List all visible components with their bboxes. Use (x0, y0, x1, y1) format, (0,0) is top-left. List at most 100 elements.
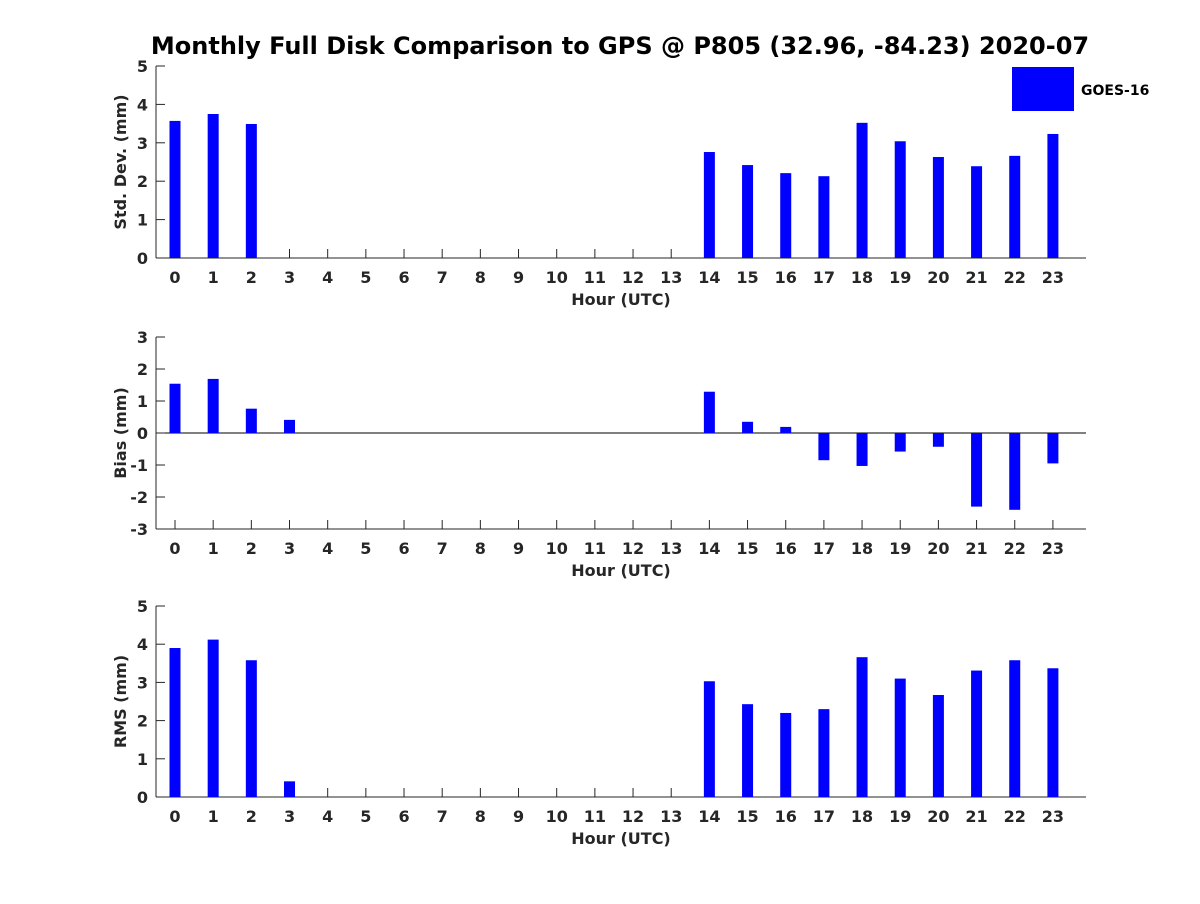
y-tick-label-std: 3 (137, 134, 148, 153)
x-tick-label-bias: 5 (360, 539, 371, 558)
x-tick-label-rms: 4 (322, 807, 333, 826)
bar-bias-hour-3 (284, 419, 296, 433)
bar-bias-hour-18 (856, 433, 868, 466)
x-tick-label-std: 19 (889, 268, 911, 287)
bar-bias-hour-21 (971, 433, 983, 507)
bar-bias-hour-1 (207, 378, 219, 433)
legend-label-goes-16: GOES-16 (1081, 83, 1149, 99)
x-tick-label-std: 20 (927, 268, 949, 287)
x-tick-label-std: 11 (584, 268, 606, 287)
x-tick-label-std: 15 (736, 268, 758, 287)
x-tick-label-bias: 1 (208, 539, 219, 558)
x-tick-label-rms: 2 (246, 807, 257, 826)
x-tick-label-std: 4 (322, 268, 333, 287)
x-tick-label-std: 1 (208, 268, 219, 287)
x-tick-label-std: 10 (546, 268, 568, 287)
legend: GOES-16 (1012, 67, 1149, 111)
x-tick-label-rms: 9 (513, 807, 524, 826)
y-tick-label-bias: 3 (137, 328, 148, 347)
x-tick-label-std: 3 (284, 268, 295, 287)
y-tick-label-std: 2 (137, 172, 148, 191)
bar-std-hour-21 (971, 166, 983, 258)
x-tick-label-std: 23 (1042, 268, 1064, 287)
bar-rms-hour-14 (703, 681, 715, 797)
y-tick-label-rms: 2 (137, 712, 148, 731)
bar-rms-hour-2 (245, 660, 257, 797)
chart-title: Monthly Full Disk Comparison to GPS @ P8… (151, 32, 1089, 60)
bar-bias-hour-15 (742, 421, 754, 433)
x-tick-label-bias: 7 (437, 539, 448, 558)
y-tick-label-std: 0 (137, 249, 148, 268)
x-tick-label-std: 6 (398, 268, 409, 287)
x-tick-label-bias: 9 (513, 539, 524, 558)
bar-std-hour-22 (1009, 155, 1021, 258)
y-tick-label-rms: 0 (137, 788, 148, 807)
y-tick-label-std: 1 (137, 211, 148, 230)
x-tick-label-rms: 0 (169, 807, 180, 826)
bar-std-hour-17 (818, 176, 830, 258)
bar-rms-hour-19 (894, 678, 906, 797)
x-tick-label-bias: 20 (927, 539, 949, 558)
x-tick-label-bias: 19 (889, 539, 911, 558)
bar-rms-hour-20 (932, 695, 944, 797)
x-tick-label-bias: 13 (660, 539, 682, 558)
x-tick-label-std: 8 (475, 268, 486, 287)
bar-rms-hour-15 (742, 704, 754, 797)
y-tick-label-bias: 2 (137, 360, 148, 379)
bar-rms-hour-18 (856, 657, 868, 797)
bar-bias-hour-2 (245, 408, 257, 433)
x-tick-label-rms: 18 (851, 807, 873, 826)
y-tick-label-rms: 5 (137, 597, 148, 616)
bar-bias-hour-19 (894, 433, 906, 452)
x-axis-label-bias: Hour (UTC) (571, 561, 671, 580)
x-tick-label-rms: 5 (360, 807, 371, 826)
bar-rms-hour-22 (1009, 660, 1021, 797)
x-tick-label-bias: 8 (475, 539, 486, 558)
y-axis-label-rms: RMS (mm) (111, 655, 130, 748)
y-tick-label-std: 5 (137, 57, 148, 76)
x-tick-label-std: 18 (851, 268, 873, 287)
x-tick-label-bias: 15 (736, 539, 758, 558)
bar-bias-hour-23 (1047, 433, 1059, 464)
bar-std-hour-19 (894, 141, 906, 258)
x-tick-label-bias: 10 (546, 539, 568, 558)
x-tick-label-rms: 8 (475, 807, 486, 826)
x-tick-label-rms: 14 (698, 807, 720, 826)
x-tick-label-bias: 12 (622, 539, 644, 558)
x-tick-label-rms: 11 (584, 807, 606, 826)
x-tick-label-rms: 1 (208, 807, 219, 826)
x-tick-label-rms: 20 (927, 807, 949, 826)
x-tick-label-rms: 21 (965, 807, 987, 826)
bar-rms-hour-1 (207, 639, 219, 797)
x-tick-label-std: 2 (246, 268, 257, 287)
x-tick-label-bias: 0 (169, 539, 180, 558)
x-tick-label-rms: 16 (775, 807, 797, 826)
bar-bias-hour-22 (1009, 433, 1021, 510)
x-tick-label-std: 5 (360, 268, 371, 287)
x-tick-label-rms: 6 (398, 807, 409, 826)
y-tick-label-bias: 1 (137, 392, 148, 411)
y-tick-label-bias: -2 (130, 488, 148, 507)
x-tick-label-std: 17 (813, 268, 835, 287)
y-tick-label-rms: 1 (137, 750, 148, 769)
y-tick-label-bias: 0 (137, 424, 148, 443)
x-tick-label-bias: 17 (813, 539, 835, 558)
x-tick-label-std: 14 (698, 268, 720, 287)
bar-std-hour-0 (169, 120, 181, 258)
bar-rms-hour-16 (780, 712, 792, 797)
bar-std-hour-15 (742, 165, 754, 258)
bar-bias-hour-16 (780, 426, 792, 433)
x-tick-label-rms: 12 (622, 807, 644, 826)
x-tick-label-bias: 23 (1042, 539, 1064, 558)
x-tick-label-rms: 3 (284, 807, 295, 826)
x-tick-label-std: 16 (775, 268, 797, 287)
y-tick-label-bias: -3 (130, 520, 148, 539)
bar-std-hour-1 (207, 114, 219, 258)
x-tick-label-bias: 16 (775, 539, 797, 558)
x-tick-label-rms: 17 (813, 807, 835, 826)
x-tick-label-bias: 18 (851, 539, 873, 558)
